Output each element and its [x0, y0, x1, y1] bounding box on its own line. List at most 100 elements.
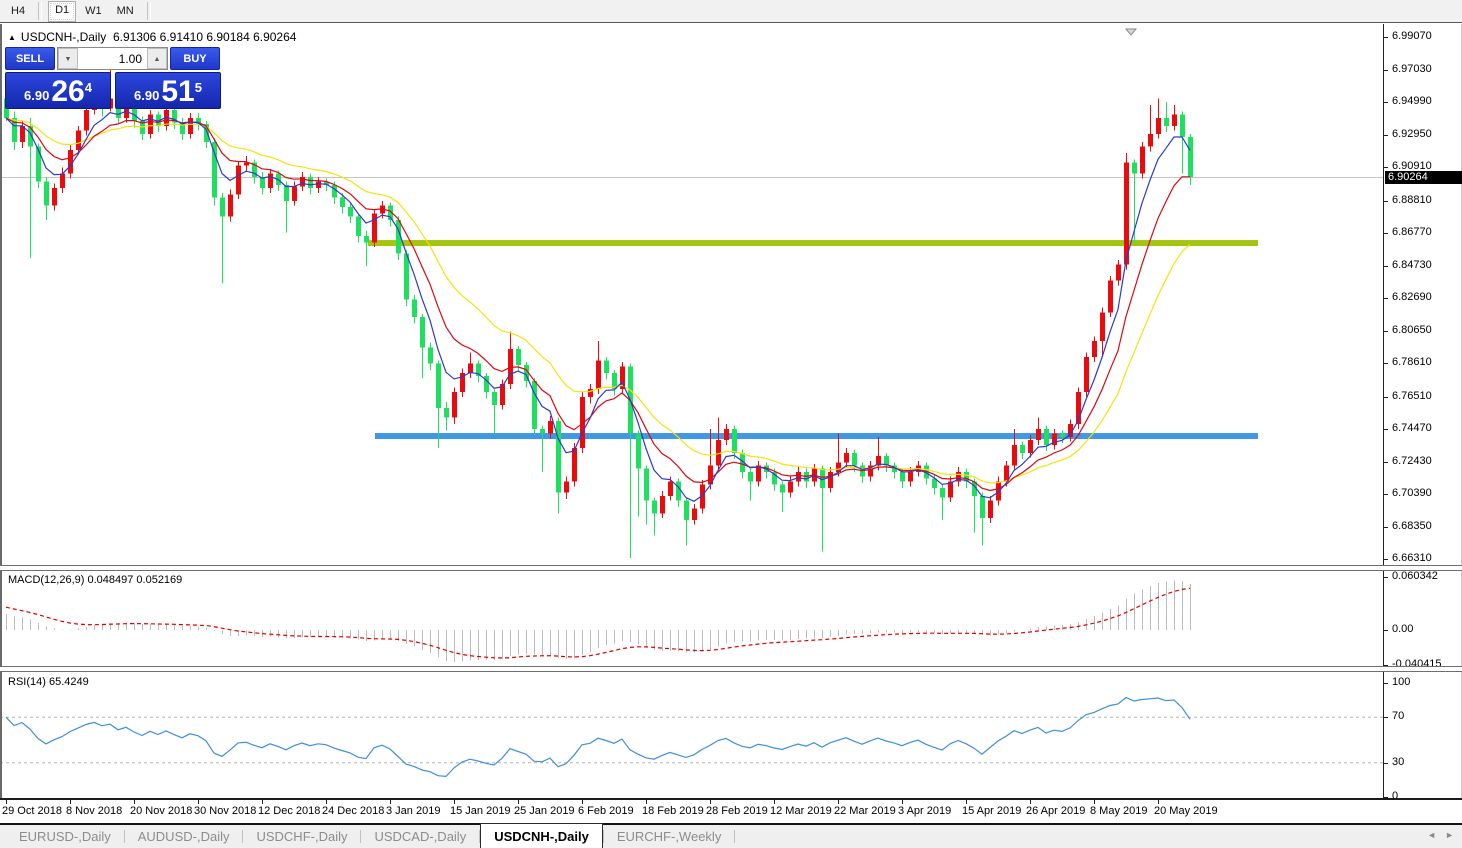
- macd-signal-line: [5, 587, 1191, 659]
- tab-usdcad-daily[interactable]: USDCAD-,Daily: [374, 829, 467, 844]
- date-axis-label: 25 Jan 2019: [514, 805, 575, 817]
- price-axis-label: 6.78610: [1392, 356, 1432, 369]
- date-axis-tick: [710, 800, 711, 804]
- price-axis-label: 6.88810: [1392, 193, 1432, 206]
- axis-tick: [1384, 559, 1388, 561]
- tab-separator: [123, 830, 125, 843]
- tab-scroll-left-icon[interactable]: ◄: [1427, 830, 1437, 840]
- rsi-axis-label: 30: [1392, 755, 1405, 768]
- date-axis-label: 8 May 2019: [1090, 805, 1148, 817]
- price-axis-label: 6.84730: [1392, 258, 1432, 271]
- price-axis-label: 6.70390: [1392, 487, 1432, 500]
- timeframe-button-d1[interactable]: D1: [48, 0, 77, 22]
- timeframe-button-h4[interactable]: H4: [11, 4, 26, 17]
- rsi-axis-label: 70: [1392, 710, 1405, 723]
- window-left-border: [0, 24, 2, 821]
- tab-usdchf-daily[interactable]: USDCHF-,Daily: [256, 829, 348, 844]
- collapse-arrow-icon[interactable]: ▲: [8, 33, 16, 42]
- price-axis-label: 6.94990: [1392, 95, 1432, 108]
- tab-separator: [242, 830, 244, 843]
- buy-price-big: 51: [161, 75, 195, 108]
- tab-usdcnh-daily[interactable]: USDCNH-,Daily: [480, 823, 603, 848]
- axis-tick: [1384, 134, 1388, 136]
- price-axis-label: 6.99070: [1392, 30, 1432, 42]
- price-axis-label: 6.66310: [1392, 552, 1432, 565]
- tab-separator: [602, 830, 604, 843]
- volume-stepper: ▼ ▲: [57, 47, 168, 70]
- volume-increase-button[interactable]: ▲: [147, 48, 167, 69]
- date-axis-label: 30 Nov 2018: [194, 805, 257, 817]
- tab-eurchf-weekly[interactable]: EURCHF-,Weekly: [616, 829, 722, 844]
- pane-splitter-macd[interactable]: [0, 565, 1462, 571]
- chart-title: ▲ USDCNH-,Daily 6.91306 6.91410 6.90184 6…: [8, 30, 296, 44]
- tab-scroll-right-icon[interactable]: ►: [1445, 830, 1454, 840]
- axis-tick: [1384, 167, 1388, 169]
- ma-line-5: [5, 110, 1191, 502]
- date-axis-tick: [582, 800, 583, 804]
- timeframe-button-mn[interactable]: MN: [116, 4, 134, 17]
- pane-splitter-rsi[interactable]: [0, 666, 1462, 672]
- date-axis-tick: [262, 800, 263, 804]
- date-axis-tick: [518, 800, 519, 804]
- horizontal-line-object: [375, 433, 1258, 440]
- macd-label: MACD(12,26,9) 0.048497 0.052169: [8, 574, 183, 586]
- axis-tick: [1384, 233, 1388, 235]
- date-axis-tick: [390, 800, 391, 804]
- price-axis-label: 6.76510: [1392, 389, 1432, 402]
- date-axis-label: 22 Mar 2019: [834, 805, 896, 817]
- buy-price-display[interactable]: 6.90 51 5: [115, 72, 221, 109]
- macd-axis-label: 0.00: [1392, 623, 1414, 635]
- date-axis-label: 20 May 2019: [1154, 805, 1218, 817]
- chart-shift-marker: [1124, 28, 1138, 36]
- price-axis-label: 6.72430: [1392, 454, 1432, 467]
- buy-price-prefix: 6.90: [134, 88, 160, 103]
- date-axis-label: 3 Apr 2019: [898, 805, 952, 817]
- date-axis-label: 8 Nov 2018: [66, 805, 123, 817]
- axis-tick: [1384, 69, 1388, 71]
- sell-price-sup: 4: [84, 80, 92, 95]
- price-axis: 6.90264 6.99070 6.97030 6.94990 6.92950 6.90…: [1383, 24, 1462, 802]
- tab-separator: [479, 830, 481, 843]
- tab-audusd-daily[interactable]: AUDUSD-,Daily: [137, 829, 230, 844]
- volume-input[interactable]: [78, 48, 147, 69]
- price-axis-label: 6.97030: [1392, 62, 1432, 75]
- sell-price-display[interactable]: 6.90 26 4: [5, 72, 111, 109]
- date-axis-tick: [454, 800, 455, 804]
- date-axis-border: [0, 798, 1462, 800]
- axis-tick: [1384, 797, 1388, 798]
- current-price-tag: 6.90264: [1385, 170, 1462, 184]
- volume-decrease-button[interactable]: ▼: [58, 48, 78, 69]
- timeframe-button-w1[interactable]: W1: [85, 4, 102, 17]
- date-axis-tick: [326, 800, 327, 804]
- price-axis-label: 6.86770: [1392, 226, 1432, 239]
- tab-scroll-buttons: ◄ ►: [1427, 831, 1454, 840]
- date-axis-tick: [1094, 800, 1095, 804]
- timeframe-toolbar: H4 D1 W1 MN: [0, 0, 1462, 23]
- axis-tick: [1384, 494, 1388, 496]
- axis-tick: [1384, 683, 1388, 684]
- date-axis-label: 20 Nov 2018: [130, 805, 193, 817]
- axis-tick: [1384, 363, 1388, 365]
- price-axis-label: 6.68350: [1392, 519, 1432, 532]
- chart-tab-bar: EURUSD-,Daily AUDUSD-,Daily USDCHF-,Daily U…: [0, 823, 1462, 848]
- rsi-axis-label: 0: [1392, 790, 1399, 802]
- date-axis-label: 15 Apr 2019: [962, 805, 1022, 817]
- tab-eurusd-daily[interactable]: EURUSD-,Daily: [19, 829, 111, 844]
- sell-button[interactable]: SELL: [5, 47, 55, 70]
- date-axis-label: 26 Apr 2019: [1026, 805, 1086, 817]
- axis-tick: [1384, 717, 1388, 719]
- axis-tick: [1384, 630, 1388, 631]
- axis-tick: [1384, 762, 1388, 764]
- buy-button[interactable]: BUY: [170, 47, 220, 70]
- date-axis-tick: [70, 800, 71, 804]
- date-axis-tick: [774, 800, 775, 804]
- buy-price-sup: 5: [194, 80, 202, 95]
- axis-tick: [1384, 298, 1388, 300]
- chart-canvas[interactable]: [0, 24, 1383, 801]
- axis-tick: [1384, 577, 1388, 578]
- date-axis-tick: [646, 800, 647, 804]
- axis-tick: [1384, 37, 1388, 38]
- price-axis-label: 6.90910: [1392, 160, 1432, 173]
- date-axis-tick: [902, 800, 903, 804]
